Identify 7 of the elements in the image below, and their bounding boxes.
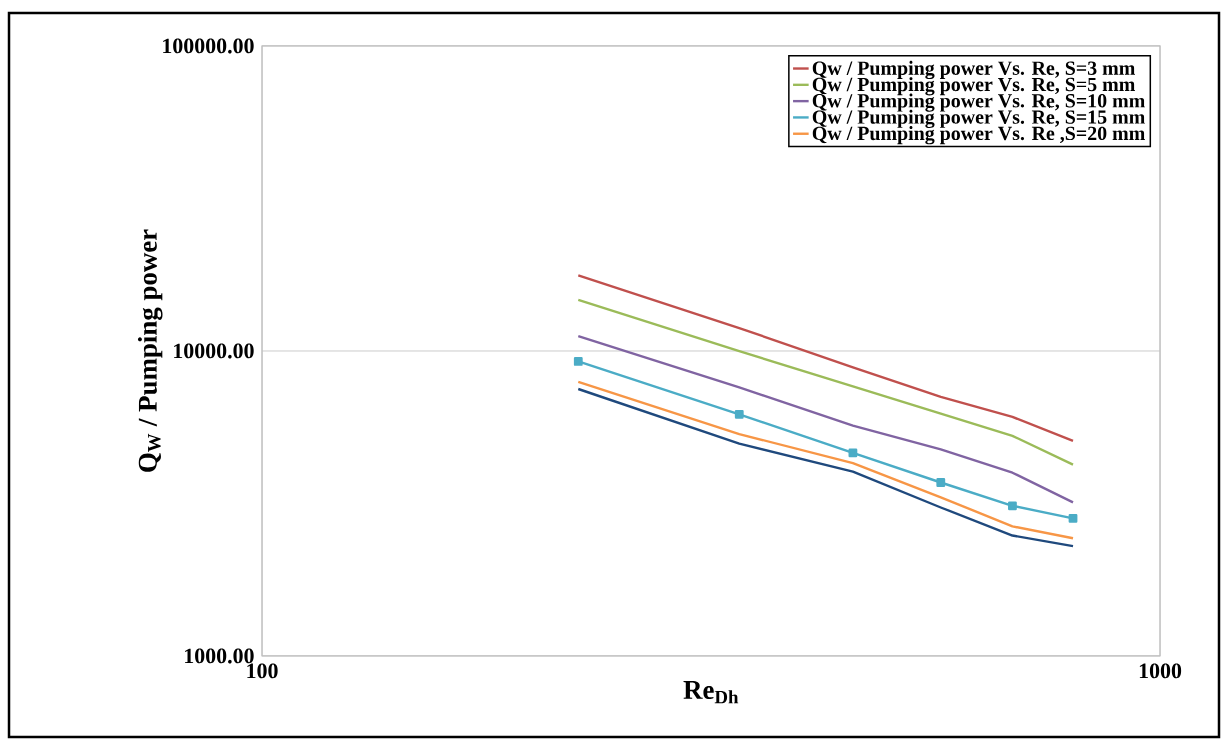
y-tick-label: 100000.00 bbox=[163, 38, 254, 54]
x-axis-title: Re$_{Dh}$ bbox=[683, 681, 739, 704]
x-tick-label: 1000 bbox=[1139, 663, 1182, 679]
y-tick-label: 1000.00 bbox=[185, 648, 254, 664]
x-tick-label: 100 bbox=[247, 663, 278, 679]
y-tick-label: 10000.00 bbox=[174, 343, 254, 359]
y-axis-title: Q$_{W}$ / Pumping power bbox=[137, 229, 163, 472]
